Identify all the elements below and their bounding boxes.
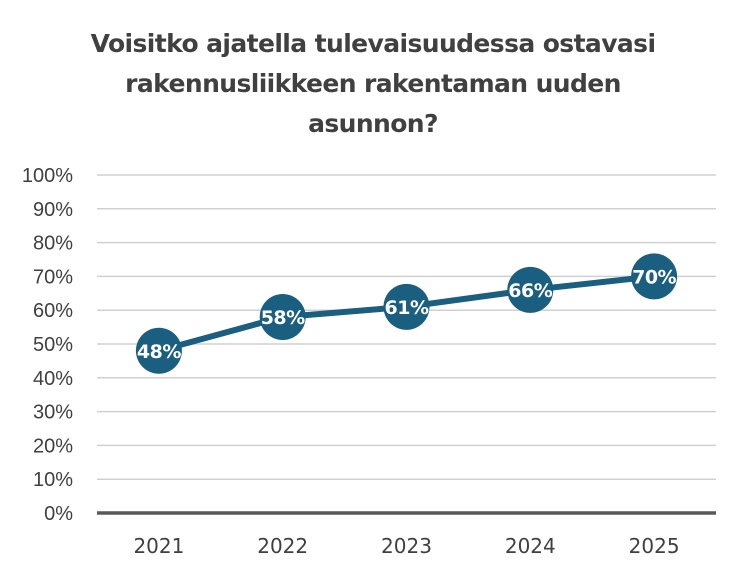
x-tick-label: 2024 <box>505 534 556 558</box>
data-point-marker <box>507 266 554 313</box>
y-tick-label: 0% <box>44 503 73 525</box>
y-tick-label: 50% <box>33 334 73 356</box>
x-axis-tick-labels: 2021 2022 2023 2024 2025 <box>133 534 679 558</box>
x-tick-label: 2023 <box>381 534 432 558</box>
chart-title: Voisitko ajatella tulevaisuudessa ostava… <box>0 24 746 144</box>
data-point: 66% <box>507 266 554 313</box>
y-axis-tick-labels: 0% 10% 20% 30% 40% 50% 60% 70% 80% 90% 100% <box>22 165 73 525</box>
x-tick-label: 2022 <box>257 534 308 558</box>
y-tick-label: 100% <box>22 165 73 187</box>
y-tick-label: 60% <box>33 300 73 322</box>
gridlines <box>97 174 716 480</box>
data-label: 70% <box>632 266 676 288</box>
data-point-marker <box>383 283 430 330</box>
y-tick-label: 40% <box>33 368 73 390</box>
data-point-marker <box>259 293 306 340</box>
data-points: 48% 58% 61% 66% 70% <box>135 253 678 374</box>
data-point: 58% <box>259 293 306 340</box>
y-tick-label: 20% <box>33 435 73 457</box>
data-label: 58% <box>261 307 305 329</box>
data-label: 61% <box>385 297 429 319</box>
data-label: 48% <box>137 341 181 363</box>
data-point: 48% <box>135 327 182 374</box>
y-tick-label: 30% <box>33 402 73 424</box>
data-point-marker <box>631 253 678 300</box>
data-label: 66% <box>508 280 552 302</box>
data-point-marker <box>135 327 182 374</box>
chart-title-line-3: asunnon? <box>308 109 438 138</box>
x-tick-label: 2021 <box>133 534 184 558</box>
y-tick-label: 70% <box>33 266 73 288</box>
data-point: 70% <box>631 253 678 300</box>
y-tick-label: 90% <box>33 199 73 221</box>
chart-title-line-2: rakennusliikkeen rakentaman uuden <box>125 69 621 98</box>
data-point: 61% <box>383 283 430 330</box>
chart-title-line-1: Voisitko ajatella tulevaisuudessa ostava… <box>90 29 656 58</box>
y-tick-label: 10% <box>33 469 73 491</box>
x-tick-label: 2025 <box>629 534 680 558</box>
y-tick-label: 80% <box>33 233 73 255</box>
